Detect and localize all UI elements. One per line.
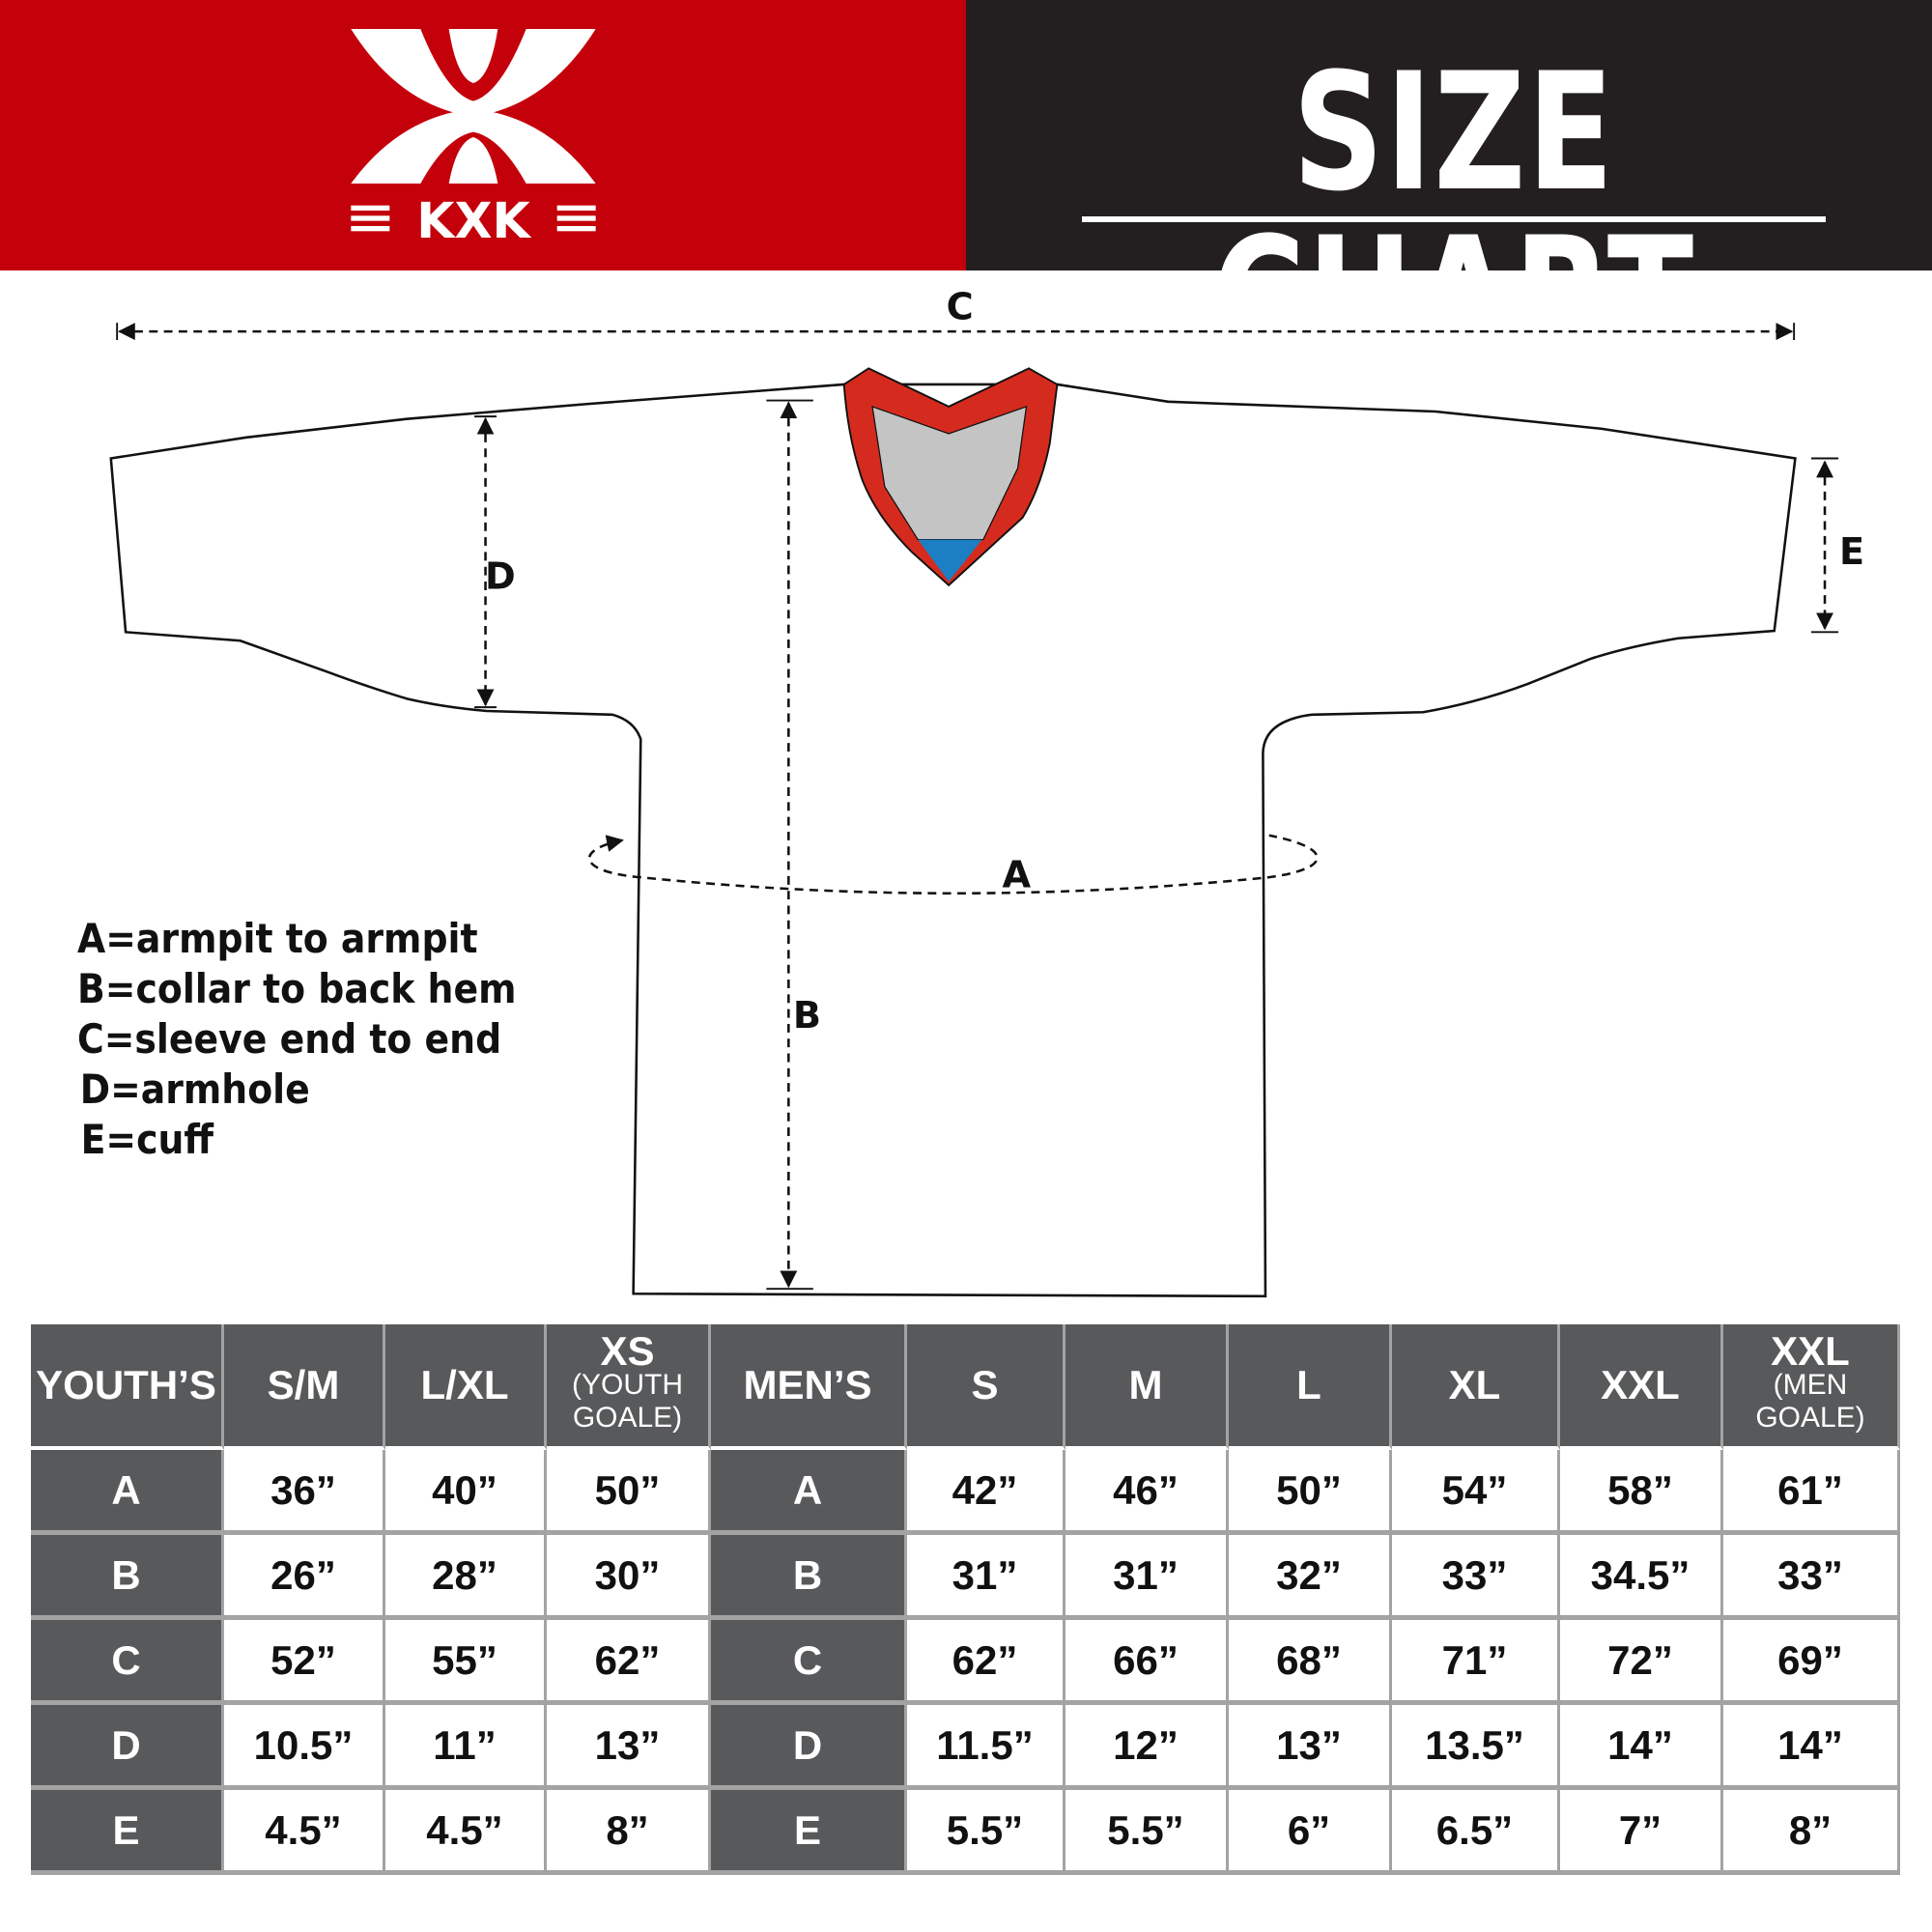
table-cell: 5.5”	[1065, 1790, 1229, 1875]
size-column-header: XXL	[1560, 1324, 1723, 1450]
table-cell: 40”	[385, 1450, 547, 1535]
size-column-header: XXL (MEN GOALE)	[1723, 1324, 1900, 1450]
size-label: L	[1296, 1362, 1321, 1407]
measurement-key: A	[711, 1450, 907, 1535]
table-cell: 72”	[1560, 1620, 1723, 1705]
table-cell: 11.5”	[907, 1705, 1065, 1790]
youth-group-header: YOUTH’S	[31, 1324, 224, 1450]
table-cell: 69”	[1723, 1620, 1900, 1705]
men-group-header: MEN’S	[711, 1324, 907, 1450]
table-cell: 46”	[1065, 1450, 1229, 1535]
size-label: S/M	[267, 1362, 340, 1407]
measurement-key: C	[711, 1620, 907, 1705]
size-label: S	[971, 1362, 999, 1407]
measurement-key: A	[31, 1450, 224, 1535]
size-note: (YOUTH GOALE)	[572, 1369, 683, 1434]
table-cell: 7”	[1560, 1790, 1723, 1875]
logo-text: KXK	[416, 192, 531, 242]
table-cell: 28”	[385, 1535, 547, 1620]
measurement-key: D	[711, 1705, 907, 1790]
table-cell: 31”	[907, 1535, 1065, 1620]
measurement-key: C	[31, 1620, 224, 1705]
table-cell: 5.5”	[907, 1790, 1065, 1875]
table-cell: 4.5”	[385, 1790, 547, 1875]
size-label: XXL	[1601, 1362, 1680, 1407]
table-cell: 12”	[1065, 1705, 1229, 1790]
measurement-legend: A=armpit to armpit B=collar to back hem …	[77, 914, 565, 1165]
legend-item: A=armpit to armpit	[77, 915, 478, 962]
size-column-header: L/XL	[385, 1324, 547, 1450]
table-cell: 62”	[907, 1620, 1065, 1705]
table-cell: 71”	[1392, 1620, 1560, 1705]
table-cell: 68”	[1229, 1620, 1392, 1705]
table-cell: 34.5”	[1560, 1535, 1723, 1620]
table-cell: 32”	[1229, 1535, 1392, 1620]
size-column-header: XS (YOUTH GOALE)	[547, 1324, 711, 1450]
table-cell: 14”	[1723, 1705, 1900, 1790]
measurement-key: E	[711, 1790, 907, 1875]
table-cell: 10.5”	[224, 1705, 385, 1790]
size-column-header: M	[1065, 1324, 1229, 1450]
size-label: XL	[1448, 1362, 1501, 1407]
page-title: SIZE CHART	[1212, 38, 1695, 391]
label-b: B	[793, 994, 821, 1037]
table-cell: 14”	[1560, 1705, 1723, 1790]
title-underline	[1082, 216, 1826, 222]
size-column-header: S	[907, 1324, 1065, 1450]
measure-a-line	[587, 834, 1319, 895]
label-e: E	[1839, 530, 1864, 574]
measurement-key: E	[31, 1790, 224, 1875]
table-cell: 4.5”	[224, 1790, 385, 1875]
table-cell: 11”	[385, 1705, 547, 1790]
table-cell: 6”	[1229, 1790, 1392, 1875]
collar-accent	[918, 539, 982, 582]
header-title-panel	[966, 0, 1932, 270]
size-table: YOUTH’S S/M L/XL XS (YOUTH GOALE) MEN’S S M L XL X…	[31, 1324, 1900, 1875]
table-cell: 13”	[547, 1705, 711, 1790]
table-cell: 13”	[1229, 1705, 1392, 1790]
table-cell: 33”	[1392, 1535, 1560, 1620]
size-column-header: L	[1229, 1324, 1392, 1450]
table-cell: 13.5”	[1392, 1705, 1560, 1790]
table-cell: 66”	[1065, 1620, 1229, 1705]
table-cell: 50”	[547, 1450, 711, 1535]
table-cell: 61”	[1723, 1450, 1900, 1535]
table-cell: 8”	[1723, 1790, 1900, 1875]
measurement-key: D	[31, 1705, 224, 1790]
table-cell: 50”	[1229, 1450, 1392, 1535]
size-label: L/XL	[420, 1362, 509, 1407]
size-column-header: XL	[1392, 1324, 1560, 1450]
table-cell: 62”	[547, 1620, 711, 1705]
legend-item: E=cuff	[80, 1116, 214, 1163]
table-cell: 54”	[1392, 1450, 1560, 1535]
label-a: A	[1002, 853, 1031, 896]
table-cell: 58”	[1560, 1450, 1723, 1535]
label-c: C	[947, 285, 974, 328]
collar-inner	[871, 405, 1028, 541]
size-label: XXL	[1771, 1328, 1850, 1374]
table-cell: 52”	[224, 1620, 385, 1705]
size-label: M	[1128, 1362, 1163, 1407]
table-cell: 55”	[385, 1620, 547, 1705]
size-note: (MEN GOALE)	[1755, 1369, 1865, 1434]
measurement-key: B	[711, 1535, 907, 1620]
table-cell: 6.5”	[1392, 1790, 1560, 1875]
size-column-header: S/M	[224, 1324, 385, 1450]
table-cell: 26”	[224, 1535, 385, 1620]
legend-item: B=collar to back hem	[77, 965, 517, 1012]
measurement-key: B	[31, 1535, 224, 1620]
kxk-logo: KXK	[351, 29, 596, 242]
jersey-outline	[109, 383, 1797, 1298]
size-label: XS	[600, 1328, 655, 1374]
table-cell: 30”	[547, 1535, 711, 1620]
table-cell: 31”	[1065, 1535, 1229, 1620]
table-cell: 33”	[1723, 1535, 1900, 1620]
table-cell: 36”	[224, 1450, 385, 1535]
table-cell: 8”	[547, 1790, 711, 1875]
label-d: D	[485, 555, 516, 599]
legend-item: C=sleeve end to end	[77, 1015, 502, 1063]
legend-item: D=armhole	[79, 1065, 310, 1113]
table-cell: 42”	[907, 1450, 1065, 1535]
